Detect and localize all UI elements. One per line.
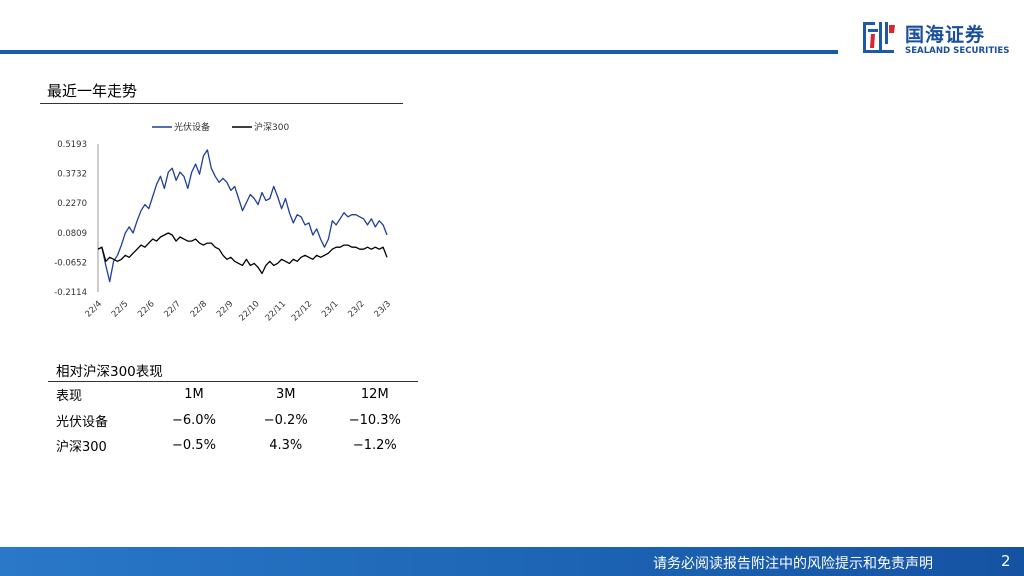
- x-tick-label: 22/9: [215, 299, 236, 320]
- y-tick-label: 0.2270: [57, 199, 87, 209]
- footer-bar: 请务必阅读报告附注中的风险提示和免责声明 2: [0, 547, 1024, 576]
- header-cell-label: 表现: [56, 389, 83, 405]
- series-line: [97, 149, 388, 283]
- header-cell-12m: 12M: [360, 387, 389, 403]
- y-tick-label: 0.0809: [57, 229, 87, 239]
- row-value-3m: 4.3%: [269, 438, 303, 454]
- x-tick-label: 23/3: [373, 299, 394, 320]
- row-label: 沪深300: [56, 440, 107, 456]
- series-line: [97, 232, 388, 275]
- header-cell-1m: 1M: [184, 387, 204, 403]
- footer-disclaimer: 请务必阅读报告附注中的风险提示和免责声明: [653, 556, 933, 572]
- row-value-12m: −1.2%: [352, 438, 397, 454]
- header-cell-3m: 3M: [275, 387, 296, 403]
- brand-logo: 国海证券 SEALAND SECURITIES: [861, 19, 1011, 59]
- brand-name-cn: 国海证券: [905, 24, 986, 46]
- table-row: 光伏设备 −6.0% −0.2% −10.3%: [48, 408, 418, 434]
- row-value-1m: −0.5%: [172, 438, 216, 454]
- y-tick-label: -0.0652: [54, 258, 87, 268]
- table-header-row: 表现 1M 3M 12M: [48, 382, 418, 408]
- x-tick-label: 23/1: [320, 299, 341, 320]
- x-tick-label: 22/5: [110, 299, 131, 320]
- legend-label: 沪深300: [254, 121, 289, 133]
- x-tick-label: 22/7: [162, 299, 183, 320]
- x-tick-label: 23/2: [346, 299, 367, 320]
- page-number: 2: [1001, 552, 1011, 570]
- header-rule: [0, 50, 838, 54]
- row-value-1m: −6.0%: [172, 412, 216, 428]
- table-title: 相对沪深300表现: [56, 364, 163, 380]
- x-tick-label: 22/4: [84, 299, 105, 320]
- y-tick-label: 0.5193: [57, 140, 87, 150]
- legend-label: 光伏设备: [174, 121, 210, 133]
- y-tick-label: -0.2114: [54, 288, 87, 298]
- y-tick-label: 0.3732: [57, 170, 87, 180]
- section-rule: [40, 103, 403, 104]
- section-title: 最近一年走势: [47, 82, 138, 100]
- performance-table: 表现 1M 3M 12M 光伏设备 −6.0% −0.2% −10.3% 沪深3…: [48, 382, 418, 459]
- x-tick-label: 22/8: [189, 299, 210, 320]
- x-tick-label: 22/11: [264, 299, 288, 323]
- x-tick-label: 22/12: [290, 299, 314, 323]
- table-rule: [48, 381, 418, 382]
- sealand-logo-icon: [863, 22, 895, 53]
- x-tick-label: 22/6: [136, 299, 157, 320]
- trend-chart: 0.5193 0.3732 0.2270 0.0809 -0.0652 -0.2114 22…: [40, 110, 410, 340]
- trend-chart-svg: 0.51930.37320.22700.0809-0.0652-0.211422…: [54, 121, 394, 323]
- row-value-12m: −10.3%: [348, 412, 401, 428]
- x-tick-label: 22/10: [237, 299, 261, 323]
- brand-name-en: SEALAND SECURITIES: [905, 46, 1010, 56]
- row-label: 光伏设备: [56, 414, 109, 430]
- table-row: 沪深300 −0.5% 4.3% −1.2%: [48, 433, 418, 459]
- row-value-3m: −0.2%: [263, 412, 308, 428]
